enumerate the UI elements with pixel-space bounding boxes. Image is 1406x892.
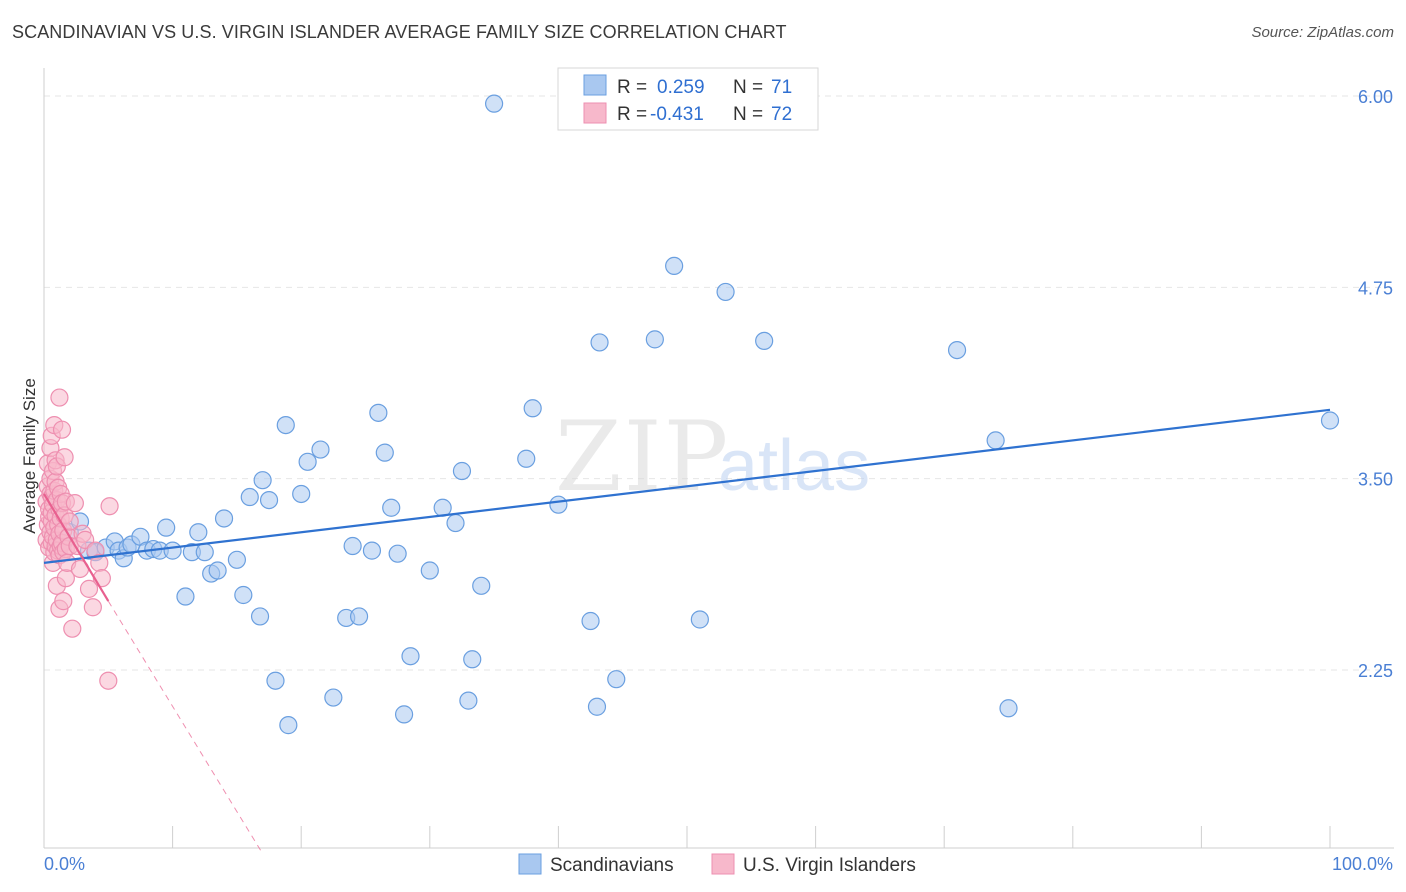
y-tick-label: 6.00 (1358, 87, 1393, 107)
scandinavian-point (324, 688, 343, 707)
scandinavian-point (986, 431, 1005, 450)
virgin-islander-point (83, 598, 102, 617)
scandinavian-point (362, 541, 382, 560)
scandinavian-point (240, 487, 259, 507)
bottom-legend-label-pink: U.S. Virgin Islanders (743, 855, 916, 876)
correlation-legend: R = 0.259 N = 71 R = -0.431 N = 72 (557, 67, 819, 131)
trend-layer (43, 408, 1331, 854)
scandinavian-point (485, 94, 504, 113)
scandinavian-point (163, 541, 182, 560)
scandinavian-point (999, 699, 1018, 718)
virgin-islander-point (63, 619, 82, 638)
scandinavian-point (587, 697, 607, 716)
scandinavian-point (665, 256, 684, 276)
scandinavian-point (292, 484, 311, 504)
legend-r-label-pink: R = (617, 104, 647, 125)
y-axis-label: Average Family Size (20, 378, 39, 534)
virgin-islander-point (52, 420, 72, 439)
scandinavian-point (947, 340, 967, 360)
series-legend: Scandinavians U.S. Virgin Islanders (518, 853, 916, 876)
scandinavian-point (214, 509, 234, 528)
scandinavian-point (195, 543, 214, 562)
scandinavian-point (349, 607, 369, 626)
scandinavian-point (176, 587, 195, 606)
virgin-islander-point (92, 569, 111, 588)
scandinavian-point (755, 331, 774, 351)
watermark: ZIP atlas (555, 401, 870, 513)
bottom-legend-label-blue: Scandinavians (550, 855, 674, 876)
scandinavian-point (250, 607, 270, 626)
y-tick-label: 3.50 (1358, 470, 1393, 490)
scandinavian-point (189, 523, 208, 542)
scandinavian-point (298, 452, 317, 471)
scandinavian-point (369, 403, 388, 422)
legend-r-value-pink: -0.431 (650, 104, 704, 125)
scandinavian-point (590, 333, 609, 352)
source-label: Source: ZipAtlas.com (1251, 24, 1394, 41)
x-tick-label: 0.0% (44, 854, 85, 874)
bottom-legend-swatch-blue (518, 853, 542, 875)
watermark-zip: ZIP (555, 401, 730, 513)
scandinavian-point (266, 671, 285, 690)
chart-title: SCANDINAVIAN VS U.S. VIRGIN ISLANDER AVE… (12, 22, 787, 42)
scandinavian-point (607, 670, 626, 689)
virgin-islander-point (100, 497, 119, 516)
legend-swatch-pink (583, 102, 607, 124)
scandinavian-point (343, 536, 362, 556)
scandinavian-point (234, 585, 253, 605)
scandinavian-point (157, 518, 176, 537)
legend-swatch-blue (583, 74, 607, 96)
virgin-islander-point (65, 494, 84, 513)
scandinavian-point (276, 415, 295, 435)
watermark-atlas: atlas (718, 426, 870, 506)
x-tick-label: 100.0% (1332, 854, 1393, 874)
scandinavian-point (401, 647, 420, 666)
legend-n-label-blue: N = (733, 77, 763, 98)
scandinavian-point (375, 443, 394, 462)
y-tick-label: 4.75 (1358, 278, 1393, 298)
virgin-islander-trendline-extension (107, 600, 264, 854)
scandinavian-point (394, 705, 414, 724)
virgin-islander-point (50, 388, 69, 407)
scandinavian-point (517, 449, 536, 468)
scandinavian-point (581, 611, 600, 631)
grid-layer (44, 95, 1394, 671)
virgin-islander-point (99, 671, 118, 690)
legend-r-label-blue: R = (617, 77, 647, 98)
virgin-islanders-points (37, 388, 119, 690)
scandinavian-point (452, 461, 472, 481)
legend-n-label-pink: N = (733, 104, 763, 125)
virgin-islander-trendline (43, 493, 110, 602)
legend-r-value-blue: 0.259 (657, 77, 705, 98)
scandinavian-point (1320, 411, 1340, 430)
scandinavian-point (259, 490, 279, 510)
scandinavian-point (459, 691, 478, 710)
legend-n-value-pink: 72 (771, 104, 792, 125)
scandinavian-point (253, 471, 272, 490)
virgin-islander-point (54, 592, 73, 611)
virgin-islander-point (79, 579, 99, 598)
scandinavian-point (716, 282, 735, 302)
scandinavian-point (227, 550, 246, 569)
scandinavian-point (446, 513, 465, 533)
scandinavian-point (523, 399, 542, 418)
scandinavian-point (382, 498, 401, 517)
scandinavian-point (549, 495, 568, 514)
bottom-legend-swatch-pink (711, 853, 735, 875)
scandinavian-point (420, 561, 439, 580)
axis-layer: 2.25 3.50 4.75 6.00 0.0% 100.0% (43, 68, 1394, 874)
scandinavian-point (690, 610, 709, 629)
scandinavian-point (208, 561, 227, 580)
scandinavian-point (311, 440, 330, 459)
y-tick-label: 2.25 (1358, 661, 1393, 681)
legend-n-value-blue: 71 (771, 77, 792, 98)
scandinavian-trendline (43, 408, 1331, 564)
scandinavian-point (388, 544, 407, 563)
virgin-islander-point (55, 448, 74, 467)
scandinavian-point (463, 650, 482, 669)
scandinavian-point (279, 716, 298, 735)
scandinavian-point (472, 576, 491, 595)
scandinavian-point (645, 330, 664, 349)
